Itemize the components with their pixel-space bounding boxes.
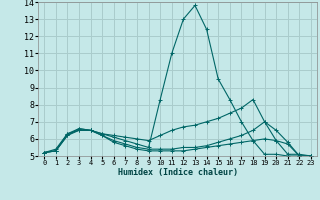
X-axis label: Humidex (Indice chaleur): Humidex (Indice chaleur) (118, 168, 238, 177)
